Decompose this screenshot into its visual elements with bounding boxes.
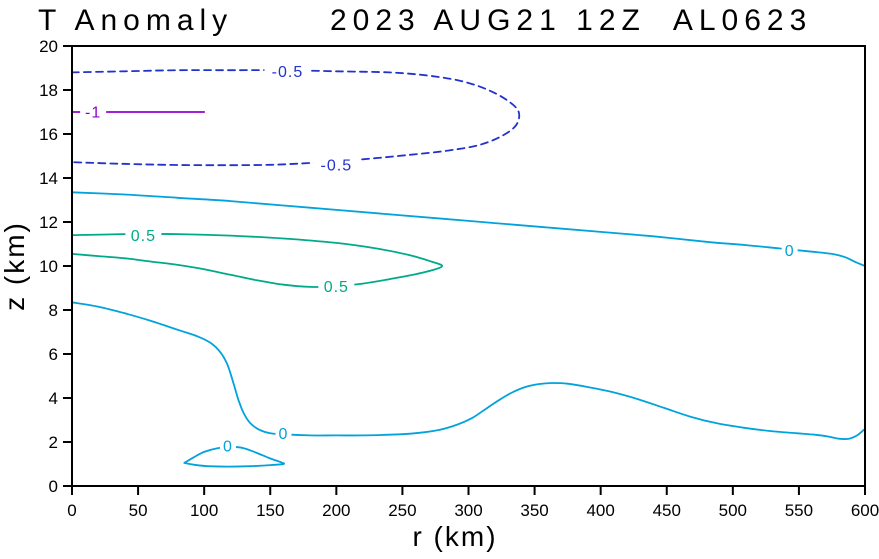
x-tick-label: 100	[190, 501, 218, 520]
y-tick-label: 16	[39, 125, 58, 144]
y-tick-label: 14	[39, 169, 58, 188]
y-tick-label: 0	[49, 477, 58, 496]
contour-label: -0.5	[272, 64, 304, 81]
contour-zero-lower: 0	[71, 301, 866, 443]
x-tick-label: 0	[67, 501, 76, 520]
contour-label-mask	[125, 226, 162, 245]
x-tick-label: 50	[129, 501, 148, 520]
axis-ticks: 0 50 100 150 200 250 300 350 400 450 500 550 6000246…	[39, 37, 879, 520]
x-tick-label: 600	[851, 501, 879, 520]
contour-zero-inner: 0	[183, 436, 286, 468]
y-tick-label: 20	[39, 37, 58, 56]
x-axis-label: r (km)	[412, 521, 497, 552]
contour-label: 0.5	[324, 279, 349, 296]
x-tick-label: 400	[586, 501, 614, 520]
y-tick-label: 8	[49, 301, 58, 320]
plot-datetime-storm-id: 2023 AUG21 12Z AL0623	[330, 4, 812, 37]
contour-label-mask	[318, 277, 355, 296]
y-tick-label: 4	[49, 389, 58, 408]
x-tick-label: 350	[520, 501, 548, 520]
contour-label-mask	[219, 436, 236, 455]
contour-label-mask	[313, 155, 360, 174]
contour-label-mask	[275, 424, 292, 443]
x-tick-label: 300	[454, 501, 482, 520]
y-tick-label: 10	[39, 257, 58, 276]
contour-zero-upper: 0	[71, 191, 866, 267]
y-tick-label: 18	[39, 81, 58, 100]
y-tick-label: 2	[49, 433, 58, 452]
contour-label: -1	[85, 105, 101, 122]
x-tick-label: 200	[322, 501, 350, 520]
contour-neg-0p5: -0.5 -0.5	[71, 62, 521, 174]
x-tick-label: 500	[719, 501, 747, 520]
y-tick-label: 12	[39, 213, 58, 232]
x-tick-label: 250	[388, 501, 416, 520]
contour-label: -0.5	[321, 157, 353, 174]
x-tick-label: 550	[785, 501, 813, 520]
x-tick-label: 450	[653, 501, 681, 520]
y-tick-label: 6	[49, 345, 58, 364]
contour-label-mask	[781, 241, 798, 260]
contour-label: 0	[785, 243, 795, 260]
contour-pos-0p5: 0.5 0.5	[71, 226, 443, 296]
contour-label-mask	[80, 103, 107, 121]
plot-title: T Anomaly	[38, 4, 233, 37]
contour-label: 0	[279, 426, 289, 443]
contour-label: 0	[223, 438, 233, 455]
contour-neg-1: -1	[71, 103, 206, 122]
y-axis-label: z (km)	[0, 221, 30, 311]
x-tick-label: 150	[256, 501, 284, 520]
contour-label: 0.5	[131, 228, 156, 245]
contour-label-mask	[264, 62, 311, 81]
